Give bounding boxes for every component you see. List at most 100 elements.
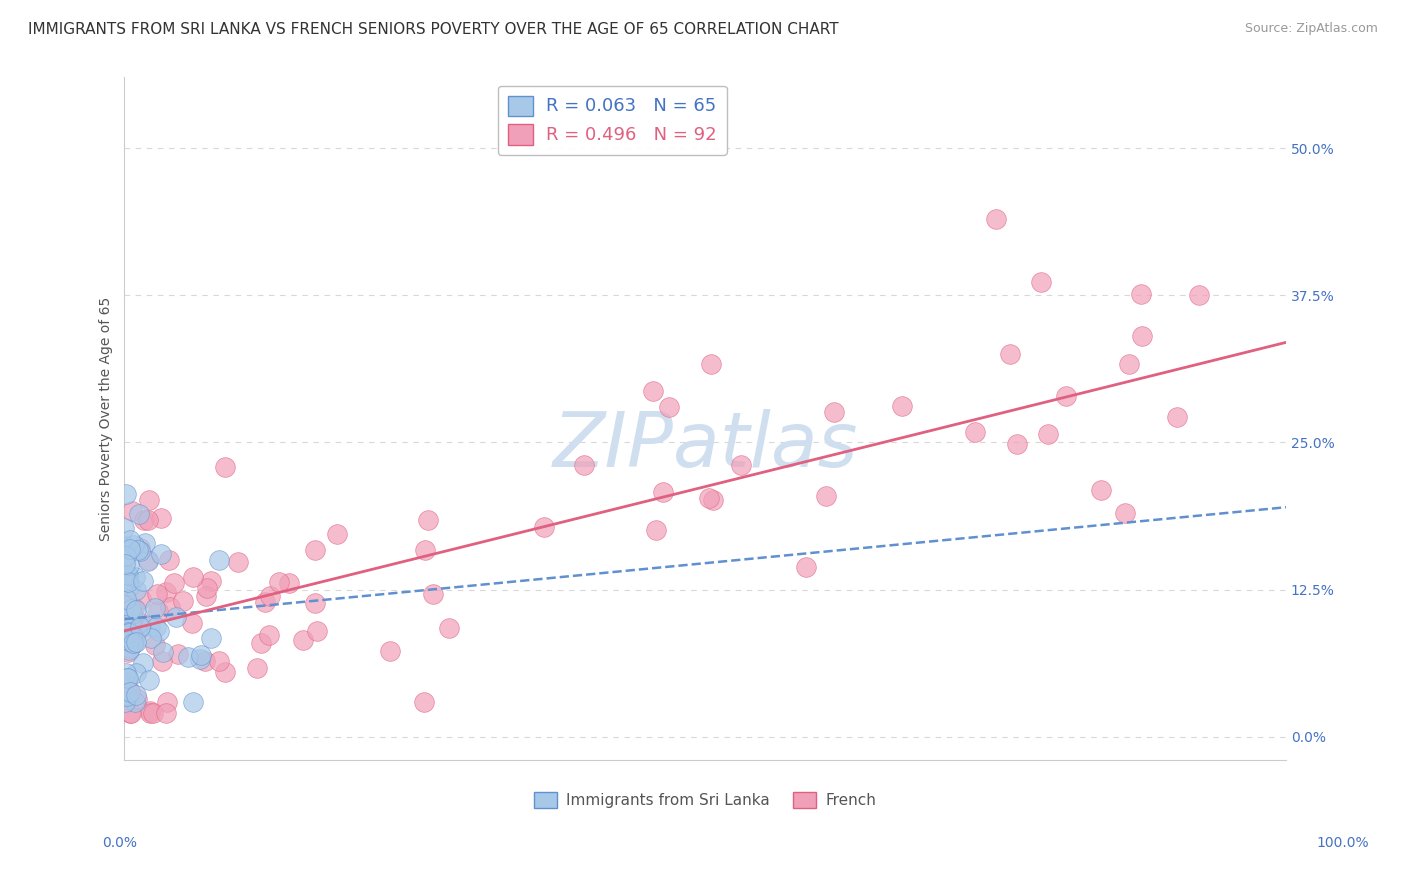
Point <box>195 581 218 595</box>
Point <box>195 589 218 603</box>
Point <box>134 513 156 527</box>
Point <box>380 644 402 658</box>
Point <box>645 523 668 537</box>
Point <box>998 347 1021 361</box>
Point <box>984 211 1007 226</box>
Point <box>118 533 141 547</box>
Point <box>214 459 236 474</box>
Point <box>121 504 143 518</box>
Point <box>200 631 222 645</box>
Point <box>117 624 139 639</box>
Point <box>128 620 150 634</box>
Point <box>1166 410 1188 425</box>
Point <box>114 591 136 606</box>
Point <box>794 560 817 574</box>
Point <box>114 540 136 554</box>
Point <box>127 692 149 706</box>
Text: Source: ZipAtlas.com: Source: ZipAtlas.com <box>1244 22 1378 36</box>
Point <box>150 654 173 668</box>
Point <box>190 652 212 666</box>
Point <box>167 647 190 661</box>
Point <box>658 401 681 415</box>
Point <box>115 631 138 645</box>
Point <box>125 627 148 641</box>
Point <box>114 574 136 588</box>
Text: 100.0%: 100.0% <box>1316 836 1369 850</box>
Point <box>120 706 142 721</box>
Point <box>422 586 444 600</box>
Point <box>120 683 142 698</box>
Point <box>250 636 273 650</box>
Point <box>416 513 439 527</box>
Point <box>291 632 314 647</box>
Point <box>307 624 329 639</box>
Text: ZIPatlas: ZIPatlas <box>553 409 858 483</box>
Point <box>114 594 136 608</box>
Point <box>114 599 136 614</box>
Point <box>114 694 136 708</box>
Point <box>118 643 141 657</box>
Point <box>132 657 155 671</box>
Point <box>259 590 281 604</box>
Point <box>439 621 461 635</box>
Legend: Immigrants from Sri Lanka, French: Immigrants from Sri Lanka, French <box>529 786 882 814</box>
Point <box>574 458 596 473</box>
Point <box>117 689 139 703</box>
Point <box>114 675 136 690</box>
Point <box>121 628 143 642</box>
Point <box>156 695 179 709</box>
Point <box>815 489 838 503</box>
Point <box>114 521 136 535</box>
Point <box>208 553 231 567</box>
Point <box>146 586 169 600</box>
Point <box>115 566 138 581</box>
Point <box>1130 328 1153 343</box>
Point <box>129 541 152 555</box>
Point <box>1029 275 1052 289</box>
Y-axis label: Seniors Poverty Over the Age of 65: Seniors Poverty Over the Age of 65 <box>100 297 114 541</box>
Point <box>1188 288 1211 302</box>
Point <box>114 618 136 632</box>
Point <box>122 635 145 649</box>
Point <box>120 615 142 630</box>
Point <box>246 661 269 675</box>
Point <box>115 549 138 563</box>
Point <box>117 644 139 658</box>
Point <box>172 594 194 608</box>
Point <box>118 579 141 593</box>
Point <box>145 620 167 634</box>
Point <box>129 544 152 558</box>
Point <box>118 706 141 721</box>
Point <box>139 706 162 721</box>
Point <box>117 616 139 631</box>
Point <box>254 595 277 609</box>
Point <box>118 541 141 556</box>
Point <box>121 607 143 622</box>
Point <box>122 633 145 648</box>
Point <box>117 568 139 582</box>
Point <box>226 555 249 569</box>
Point <box>141 631 163 645</box>
Point <box>1090 483 1112 497</box>
Point <box>533 520 555 534</box>
Point <box>138 492 160 507</box>
Point <box>413 543 436 558</box>
Point <box>143 600 166 615</box>
Point <box>142 706 165 721</box>
Point <box>115 666 138 681</box>
Point <box>643 384 665 398</box>
Point <box>165 609 187 624</box>
Point <box>155 706 177 721</box>
Point <box>114 487 136 501</box>
Point <box>163 576 186 591</box>
Point <box>125 583 148 598</box>
Point <box>304 542 326 557</box>
Point <box>326 527 349 541</box>
Point <box>148 604 170 618</box>
Point <box>118 634 141 648</box>
Point <box>136 513 159 527</box>
Point <box>136 554 159 568</box>
Point <box>124 570 146 584</box>
Point <box>200 574 222 588</box>
Point <box>124 694 146 708</box>
